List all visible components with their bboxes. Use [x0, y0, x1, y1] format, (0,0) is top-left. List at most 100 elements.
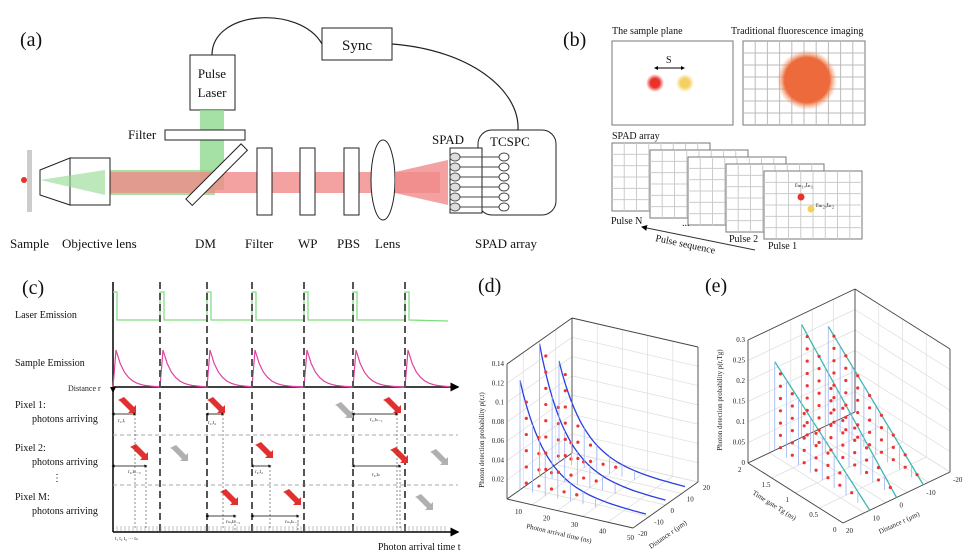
d-y-tick: 20 [703, 484, 711, 492]
sample-point [841, 406, 845, 410]
pixelM-sub: photons arriving [32, 506, 98, 517]
grid-line [555, 464, 682, 494]
sample-point [544, 451, 548, 455]
panel-a: (a) Sync Pulse Laser Filter SPAD TCSPC S… [10, 17, 557, 251]
sample-point [844, 403, 848, 407]
photon-icon [130, 444, 148, 460]
pixel2-label: Pixel 2: [15, 443, 46, 454]
photon-icon [383, 397, 401, 413]
panel-b-label: (b) [563, 29, 586, 51]
sample-point [844, 378, 848, 383]
sample-point [838, 483, 842, 487]
sample-point [844, 391, 848, 395]
pulse-laser-label: Pulse [198, 66, 226, 81]
d-z-tick: 0.06 [492, 437, 505, 445]
annotation: r₁,tₙ₋₁ [370, 418, 383, 423]
axis-line [854, 288, 951, 350]
sample-point [778, 433, 783, 437]
sample-point [867, 443, 872, 447]
sample-point [537, 484, 541, 488]
sample-point [879, 413, 884, 417]
sample-point [888, 485, 892, 490]
sample-point [879, 426, 884, 430]
sample-point [832, 334, 836, 338]
sample-point [805, 334, 809, 339]
photon-annotations: r₁,tᵢ r₁,t₄ r₁,tₙ₋₁ r₂,tₙ₋₂ r₂,t₄ r₂,tₙ … [118, 418, 383, 525]
axis-line [632, 481, 699, 529]
e-z-tick: 0.05 [733, 439, 746, 447]
traditional-title: Traditional fluorescence imaging [731, 26, 863, 37]
sample-point [814, 456, 818, 460]
lens [370, 139, 396, 221]
grid-line [854, 350, 951, 411]
panel-c: (c) Laser Emission Sample Emission Dista… [15, 277, 461, 553]
sample-point [582, 460, 586, 464]
e-x-tick: 0 [833, 526, 837, 534]
sample-point [544, 386, 548, 390]
spad-pixel [449, 202, 461, 212]
label-pbs: PBS [337, 236, 360, 251]
sample-point [832, 346, 836, 350]
panel-e: (e) 00.050.10.150.20.250.300.511.5220100… [705, 275, 963, 536]
sample-point [569, 441, 573, 445]
d-x-tick: 50 [627, 534, 635, 542]
d-z-tick: 0.12 [492, 379, 505, 387]
sample-point [844, 366, 848, 370]
sample-point [853, 451, 857, 455]
axis-line [506, 317, 573, 365]
point1-label: rₘ₁,tₙ₁ [795, 181, 813, 189]
plot-e-box: 0 0.05 0.1 0.15 0.2 0.25 0.3 0 0.5 1 1.5 2 20 10 0 -10 -… [733, 288, 963, 535]
sample-point [805, 371, 809, 376]
e-y-tick: -20 [953, 476, 963, 484]
sample-point [544, 435, 548, 439]
sample-point [544, 370, 548, 374]
d-z-tick: 0.08 [492, 418, 505, 426]
sample-point [805, 421, 809, 425]
sample-point [802, 461, 806, 465]
sample-point [838, 471, 842, 475]
sample-point [814, 431, 818, 435]
spad-frames [611, 142, 863, 240]
filter [256, 147, 273, 216]
sample-point [903, 465, 907, 469]
sample-point [856, 435, 860, 439]
sample-point [841, 443, 845, 447]
emission-beam [40, 172, 440, 193]
d-z-tick: 0.1 [495, 399, 504, 407]
sample-point [829, 399, 833, 403]
e-z-label: Photon detection probability p(r,Tg) [716, 349, 724, 451]
sample-point [549, 487, 554, 491]
sample-point [853, 426, 857, 430]
sample-point [879, 450, 884, 454]
pulse-n-label: Pulse N [611, 216, 642, 227]
pulse-1-label: Pulse 1 [768, 241, 797, 252]
sample-point [856, 411, 860, 415]
focused-beam [395, 160, 448, 205]
sample-point [790, 441, 794, 445]
spad-label: SPAD [432, 132, 464, 147]
sample-point [524, 432, 528, 437]
photon-dot-red [797, 193, 805, 201]
grid-line [854, 411, 951, 473]
sample-point [778, 446, 783, 450]
annotation: rₘ,tₙ₋₁ [285, 520, 299, 525]
e-x-label: Time gate Tg (ns) [751, 489, 798, 523]
pulse-laser-label-2: Laser [198, 85, 228, 100]
annotation: r₁,tᵢ [118, 419, 125, 424]
e-y-tick: 10 [873, 514, 881, 522]
label-lens: Lens [375, 236, 400, 251]
grid-line [571, 452, 699, 483]
sample-point [814, 468, 818, 472]
sample-point [778, 421, 783, 425]
photon-icon [390, 447, 408, 463]
sample-point [563, 372, 567, 377]
sample-point [556, 470, 561, 474]
grid-line [769, 452, 865, 514]
sample-point [817, 416, 821, 420]
missed-photon-icon [170, 445, 188, 461]
tcspc-channel [498, 172, 510, 182]
sample-point [524, 400, 528, 404]
sample-point [867, 430, 872, 434]
d-z-tick: 0.14 [492, 360, 505, 368]
sample-point [915, 473, 919, 477]
